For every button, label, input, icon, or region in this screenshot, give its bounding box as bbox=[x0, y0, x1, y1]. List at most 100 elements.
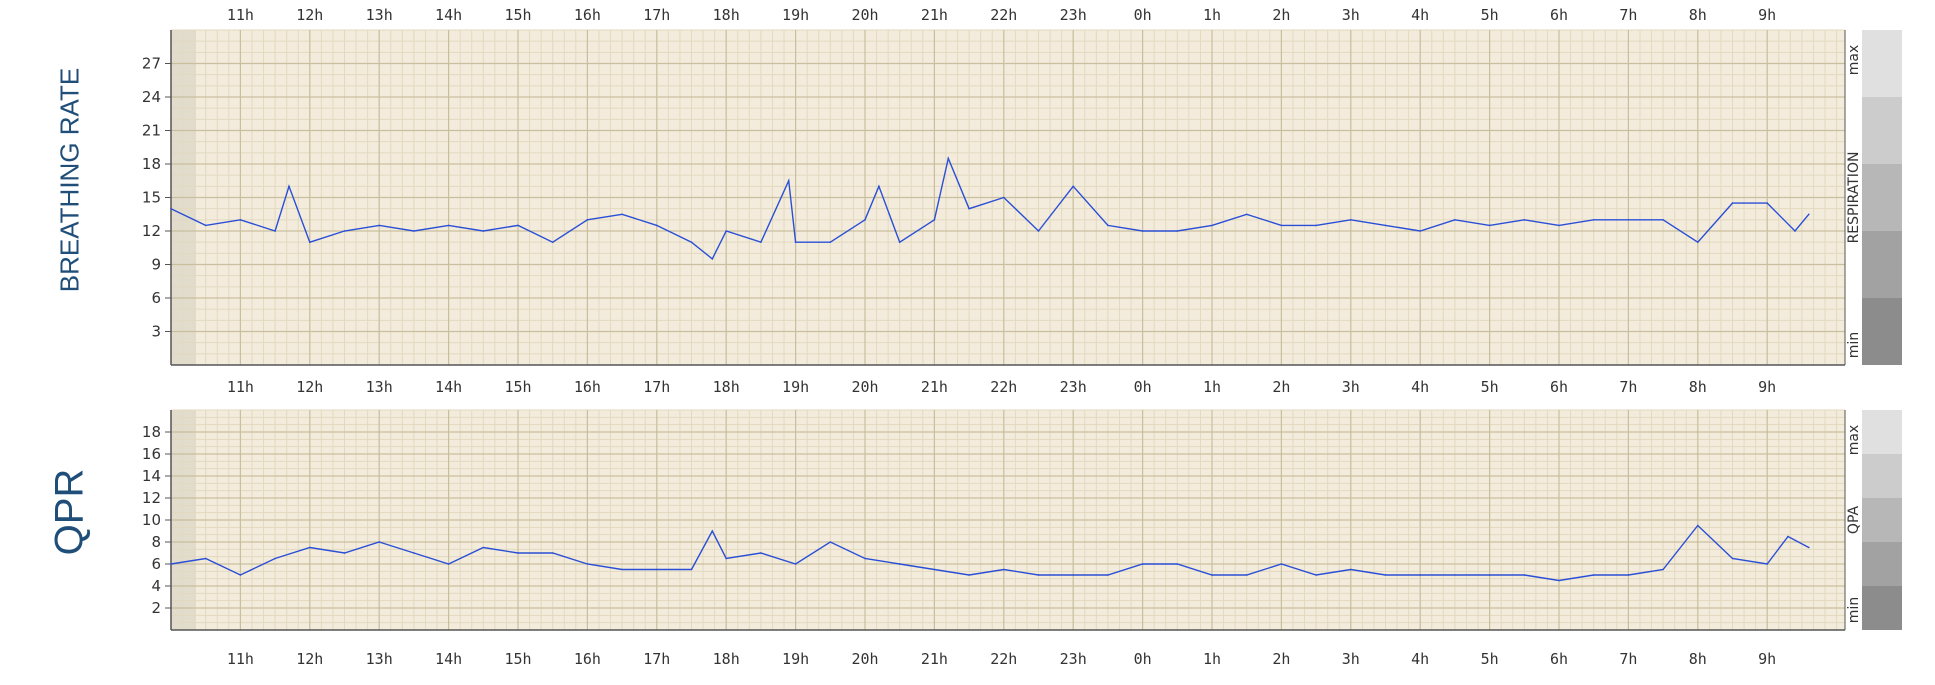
scale-band bbox=[1862, 298, 1902, 365]
x-tick-label-top: 19h bbox=[782, 6, 809, 24]
scale-side-label: RESPIRATION bbox=[1846, 152, 1862, 244]
data-point bbox=[1419, 574, 1421, 576]
data-point bbox=[968, 574, 970, 576]
data-point bbox=[551, 552, 554, 554]
x-tick-label: 12h bbox=[296, 378, 323, 396]
x-tick-label: 9h bbox=[1758, 650, 1776, 668]
data-point bbox=[711, 530, 714, 532]
data-point bbox=[1454, 219, 1456, 221]
data-point bbox=[725, 230, 727, 232]
chart-panel-2: 11h 12h 13h 14h 15h 16h 17h 18h 19h 20h 21h 22h 23h 0… bbox=[142, 409, 1902, 668]
data-point bbox=[1488, 574, 1491, 576]
scale-band bbox=[1862, 30, 1902, 97]
x-tick-label-top: 17h bbox=[643, 6, 670, 24]
x-tick-label: 21h bbox=[921, 378, 948, 396]
x-tick-label-top: 8h bbox=[1689, 6, 1707, 24]
x-tick-label: 6h bbox=[1550, 650, 1568, 668]
data-point bbox=[1280, 224, 1283, 227]
x-tick-label: 14h bbox=[435, 650, 462, 668]
x-tick-label-top: 1h bbox=[1203, 6, 1221, 24]
data-point bbox=[447, 224, 450, 227]
data-point bbox=[1662, 219, 1664, 221]
data-point bbox=[968, 207, 970, 210]
data-point bbox=[1037, 574, 1040, 576]
data-point bbox=[933, 219, 936, 221]
data-point bbox=[288, 185, 290, 188]
x-tick-label: 8h bbox=[1689, 650, 1707, 668]
data-point bbox=[1141, 230, 1144, 232]
data-point bbox=[378, 224, 381, 227]
data-point bbox=[551, 241, 554, 243]
y-tick-label: 2 bbox=[151, 599, 161, 617]
y-tick-label: 18 bbox=[142, 155, 161, 173]
x-tick-label-top: 15h bbox=[504, 6, 531, 24]
x-tick-label: 11h bbox=[227, 650, 254, 668]
x-tick-label: 22h bbox=[990, 650, 1017, 668]
data-point bbox=[1558, 579, 1560, 582]
y-tick-label: 18 bbox=[142, 423, 161, 441]
data-point bbox=[760, 241, 762, 243]
scale-band bbox=[1862, 164, 1902, 231]
x-tick-label: 17h bbox=[643, 650, 670, 668]
y-tick-label: 16 bbox=[142, 445, 161, 463]
y-tick-label: 12 bbox=[142, 222, 161, 240]
y-tick-label: 4 bbox=[151, 577, 161, 595]
x-tick-label: 5h bbox=[1481, 650, 1499, 668]
data-point bbox=[1523, 219, 1526, 221]
x-tick-label-top: 0h bbox=[1134, 6, 1152, 24]
x-tick-label: 11h bbox=[227, 378, 254, 396]
x-tick-label: 22h bbox=[990, 378, 1017, 396]
y-tick-label: 27 bbox=[142, 55, 161, 73]
data-point bbox=[1211, 224, 1213, 227]
x-tick-label-top: 11h bbox=[227, 6, 254, 24]
x-tick-label: 20h bbox=[851, 378, 878, 396]
x-tick-label-top: 7h bbox=[1619, 6, 1637, 24]
data-point bbox=[482, 546, 485, 549]
data-point bbox=[933, 568, 936, 571]
data-point bbox=[864, 557, 866, 560]
data-point bbox=[864, 219, 866, 221]
data-point bbox=[690, 241, 693, 243]
x-tick-label: 16h bbox=[574, 650, 601, 668]
chart-panel-1: 11h 11h 12h 12h 13h 13h 14h 14h 15h 15h 16h 16h 17h 1… bbox=[142, 6, 1902, 396]
data-point bbox=[1384, 224, 1387, 227]
x-tick-label: 2h bbox=[1272, 650, 1290, 668]
x-tick-label-top: 3h bbox=[1342, 6, 1360, 24]
data-point bbox=[1419, 230, 1421, 232]
x-tick-label: 17h bbox=[643, 378, 670, 396]
data-point bbox=[1794, 230, 1796, 232]
data-point bbox=[947, 157, 950, 160]
data-point bbox=[1245, 213, 1248, 216]
data-point bbox=[1211, 574, 1213, 576]
data-point bbox=[1627, 574, 1630, 576]
x-tick-label-top: 18h bbox=[713, 6, 740, 24]
data-point bbox=[586, 563, 589, 565]
data-point bbox=[517, 224, 519, 227]
data-point bbox=[204, 557, 207, 560]
data-point bbox=[1662, 568, 1664, 571]
x-tick-label-top: 2h bbox=[1272, 6, 1290, 24]
series-line-1 bbox=[170, 524, 1810, 582]
scale-side-label: QPA bbox=[1846, 506, 1862, 535]
x-tick-label-top: 21h bbox=[921, 6, 948, 24]
scale-band bbox=[1862, 97, 1902, 164]
x-tick-label: 7h bbox=[1619, 378, 1637, 396]
y-tick-label: 12 bbox=[142, 489, 161, 507]
data-point bbox=[1787, 535, 1789, 538]
x-tick-label: 0h bbox=[1134, 378, 1152, 396]
x-tick-label: 15h bbox=[504, 650, 531, 668]
data-point bbox=[621, 213, 623, 216]
data-point bbox=[309, 546, 311, 549]
data-point bbox=[1072, 185, 1074, 188]
data-point bbox=[1176, 230, 1179, 232]
y-tick-label: 6 bbox=[151, 289, 161, 307]
data-point bbox=[447, 563, 450, 565]
y-tick-label: 10 bbox=[142, 511, 161, 529]
scale-band bbox=[1862, 231, 1902, 298]
data-point bbox=[1350, 219, 1352, 221]
x-tick-label-top: 20h bbox=[851, 6, 878, 24]
data-point bbox=[690, 568, 693, 571]
data-point bbox=[1697, 241, 1699, 243]
x-tick-label-top: 14h bbox=[435, 6, 462, 24]
